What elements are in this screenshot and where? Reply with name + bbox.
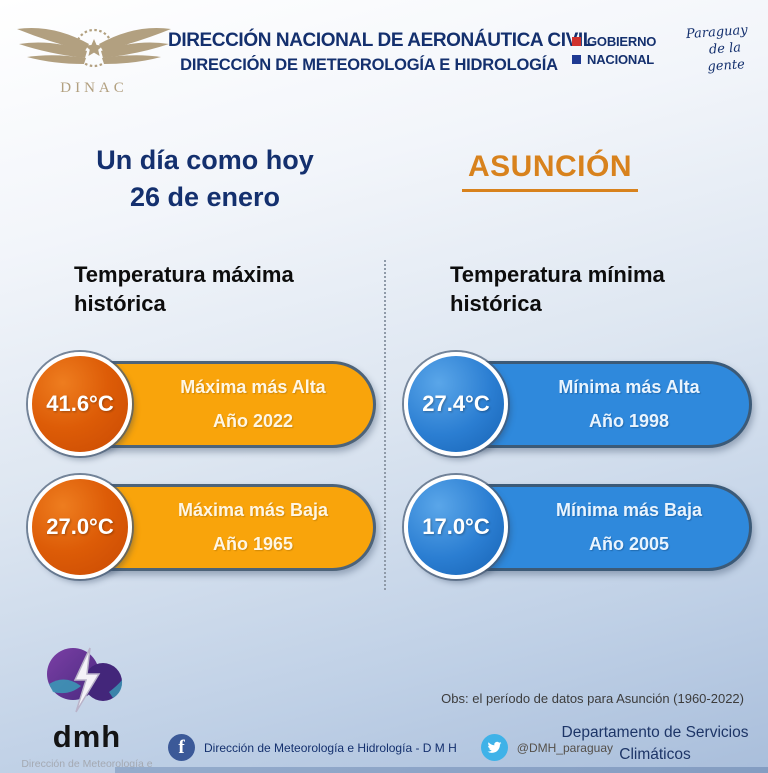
dinac-logo: DINAC — [14, 16, 174, 107]
day-title-line2: 26 de enero — [129, 182, 281, 212]
department-label: Departamento de Servicios Climáticos — [555, 722, 755, 766]
max-temp-heading: Temperatura máxima histórica — [74, 262, 294, 316]
temperature-badge: 41.6°C — [28, 352, 132, 456]
department-line1: Departamento de Servicios — [561, 724, 749, 741]
dinac-logo-text: DINAC — [60, 80, 128, 96]
city-name: ASUNCIÓN — [461, 150, 638, 192]
facebook-link[interactable]: f Dirección de Meteorología e Hidrología… — [168, 734, 457, 761]
card-label: Mínima más Baja — [555, 500, 703, 520]
obs-note: Obs: el período de datos para Asunción (… — [441, 691, 744, 706]
min-temp-heading: Temperatura mínima histórica — [450, 262, 665, 316]
dmh-wordmark: dmh — [52, 719, 122, 754]
card-maxima-mas-baja: Máxima más Baja Año 1965 27.0°C — [28, 475, 376, 579]
temperature-badge: 17.0°C — [404, 475, 508, 579]
card-minima-mas-alta: Mínima más Alta Año 1998 27.4°C — [404, 352, 752, 456]
day-title-line1: Un día como hoy — [96, 145, 314, 175]
star-icon — [85, 39, 103, 56]
city-title: ASUNCIÓN — [400, 150, 700, 192]
temperature-badge: 27.4°C — [404, 352, 508, 456]
paraguay-slogan: Paraguay de la gente — [674, 21, 761, 78]
org-title-line1: DIRECCIÓN NACIONAL DE AERONÁUTICA CIVIL — [168, 30, 594, 51]
card-year: Año 2005 — [588, 534, 670, 554]
facebook-icon: f — [168, 734, 195, 761]
dmh-logo-block: dmh Dirección de Meteorología e Hidrolog… — [12, 644, 162, 773]
org-title: DIRECCIÓN NACIONAL DE AERONÁUTICA CIVIL … — [168, 30, 594, 75]
card-label: Mínima más Alta — [558, 377, 700, 397]
bottom-strip — [115, 767, 768, 773]
slogan-line2: de la gente — [707, 40, 746, 75]
column-divider — [384, 260, 386, 590]
dinac-wings-icon: DINAC — [17, 28, 171, 96]
day-title: Un día como hoy 26 de enero — [60, 142, 350, 216]
gobierno-label: GOBIERNO — [587, 34, 657, 49]
card-year: Año 1965 — [212, 534, 294, 554]
card-label: Máxima más Baja — [177, 500, 329, 520]
card-year: Año 2022 — [212, 411, 294, 431]
gobierno-nacional-logo: GOBIERNO NACIONAL — [572, 34, 656, 70]
social-bar: f Dirección de Meteorología e Hidrología… — [168, 734, 613, 761]
dmh-cloud-icon — [47, 647, 123, 713]
nacional-label: NACIONAL — [587, 52, 655, 67]
org-title-line2: DIRECCIÓN DE METEOROLOGÍA E HIDROLOGÍA — [180, 56, 558, 74]
card-maxima-mas-alta: Máxima más Alta Año 2022 41.6°C — [28, 352, 376, 456]
twitter-link[interactable]: @DMH_paraguay — [467, 734, 613, 761]
blue-square-icon — [572, 55, 581, 64]
card-year: Año 1998 — [588, 411, 670, 431]
department-line2: Climáticos — [619, 746, 691, 763]
temperature-badge: 27.0°C — [28, 475, 132, 579]
red-square-icon — [572, 37, 581, 46]
card-label: Máxima más Alta — [180, 377, 326, 397]
twitter-icon — [480, 734, 508, 761]
card-minima-mas-baja: Mínima más Baja Año 2005 17.0°C — [404, 475, 752, 579]
twitter-handle: @DMH_paraguay — [516, 740, 614, 755]
facebook-label: Dirección de Meteorología e Hidrología -… — [204, 740, 457, 755]
